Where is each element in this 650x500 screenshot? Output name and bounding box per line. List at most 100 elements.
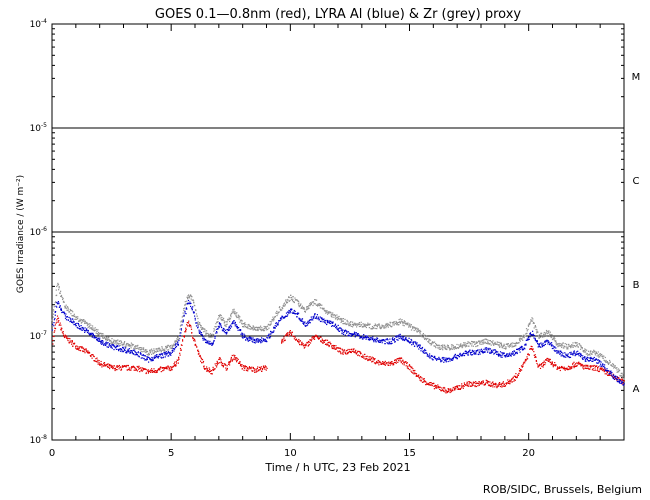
point-al xyxy=(187,299,190,302)
point-zr xyxy=(553,336,555,338)
point-zr xyxy=(614,365,616,367)
point-goes xyxy=(487,384,490,386)
point-goes xyxy=(589,368,591,370)
point-al xyxy=(218,327,220,329)
point-goes xyxy=(454,387,456,389)
point-goes xyxy=(151,371,153,373)
point-al xyxy=(590,356,592,358)
point-zr xyxy=(166,345,168,347)
point-goes xyxy=(372,357,374,359)
point-zr xyxy=(622,377,624,379)
point-al xyxy=(568,356,570,359)
point-goes xyxy=(228,362,230,364)
point-zr xyxy=(84,322,86,324)
point-al xyxy=(224,329,226,331)
point-zr xyxy=(536,331,538,333)
point-zr xyxy=(102,337,104,339)
point-zr xyxy=(60,290,62,292)
point-goes xyxy=(103,362,105,364)
point-al xyxy=(471,351,473,353)
point-al xyxy=(475,351,477,353)
point-al xyxy=(519,346,521,349)
point-al xyxy=(463,354,466,357)
point-goes xyxy=(533,351,535,353)
point-goes xyxy=(546,357,548,360)
point-al xyxy=(127,350,129,352)
point-goes xyxy=(172,366,174,368)
point-zr xyxy=(179,325,182,327)
point-al xyxy=(372,336,374,338)
point-goes xyxy=(507,381,510,383)
point-zr xyxy=(403,322,405,324)
point-zr xyxy=(513,342,515,344)
point-al xyxy=(354,332,356,334)
point-al xyxy=(427,355,429,357)
point-zr xyxy=(352,326,354,328)
point-zr xyxy=(146,349,148,351)
point-al xyxy=(600,363,602,365)
point-goes xyxy=(138,365,140,367)
point-zr xyxy=(483,339,485,341)
point-zr xyxy=(153,348,155,350)
point-al xyxy=(335,327,337,329)
point-zr xyxy=(434,345,436,347)
point-al xyxy=(390,341,392,343)
point-zr xyxy=(394,322,396,324)
point-goes xyxy=(521,369,523,371)
point-zr xyxy=(519,339,521,341)
point-al xyxy=(484,351,486,353)
point-al xyxy=(354,336,356,338)
point-al xyxy=(618,381,620,384)
point-al xyxy=(314,314,316,316)
point-goes xyxy=(429,384,432,386)
point-goes xyxy=(175,361,177,363)
point-al xyxy=(403,338,405,341)
point-zr xyxy=(399,322,401,324)
point-zr xyxy=(405,323,407,325)
point-al xyxy=(512,353,514,355)
point-zr xyxy=(225,321,227,323)
point-goes xyxy=(470,385,472,387)
point-zr xyxy=(358,325,360,328)
point-zr xyxy=(431,341,434,343)
point-goes xyxy=(605,373,608,375)
point-goes xyxy=(350,351,352,353)
point-zr xyxy=(330,314,332,316)
point-zr xyxy=(299,304,301,306)
point-goes xyxy=(490,383,492,385)
point-al xyxy=(181,324,183,326)
point-zr xyxy=(181,320,183,322)
point-zr xyxy=(230,315,232,317)
point-goes xyxy=(359,351,361,353)
point-goes xyxy=(333,348,335,350)
point-al xyxy=(152,360,154,362)
point-goes xyxy=(355,353,357,355)
point-zr xyxy=(199,322,201,324)
point-goes xyxy=(243,366,245,368)
point-goes xyxy=(56,319,58,321)
point-zr xyxy=(115,340,117,342)
point-zr xyxy=(111,338,113,340)
point-zr xyxy=(115,339,117,342)
point-zr xyxy=(332,312,334,314)
point-zr xyxy=(559,345,561,347)
point-al xyxy=(340,329,342,331)
point-zr xyxy=(97,334,99,336)
point-al xyxy=(72,318,74,320)
point-zr xyxy=(572,344,574,346)
point-al xyxy=(74,323,76,325)
point-goes xyxy=(435,385,437,387)
point-zr xyxy=(246,326,249,328)
point-goes xyxy=(138,367,141,369)
point-goes xyxy=(286,334,288,336)
point-goes xyxy=(254,371,256,373)
point-zr xyxy=(236,316,238,319)
point-zr xyxy=(289,297,291,299)
point-al xyxy=(177,344,179,346)
point-zr xyxy=(327,313,329,315)
point-goes xyxy=(366,357,368,360)
point-al xyxy=(490,352,492,354)
point-zr xyxy=(287,298,289,301)
point-al xyxy=(489,348,491,350)
point-goes xyxy=(289,330,291,332)
